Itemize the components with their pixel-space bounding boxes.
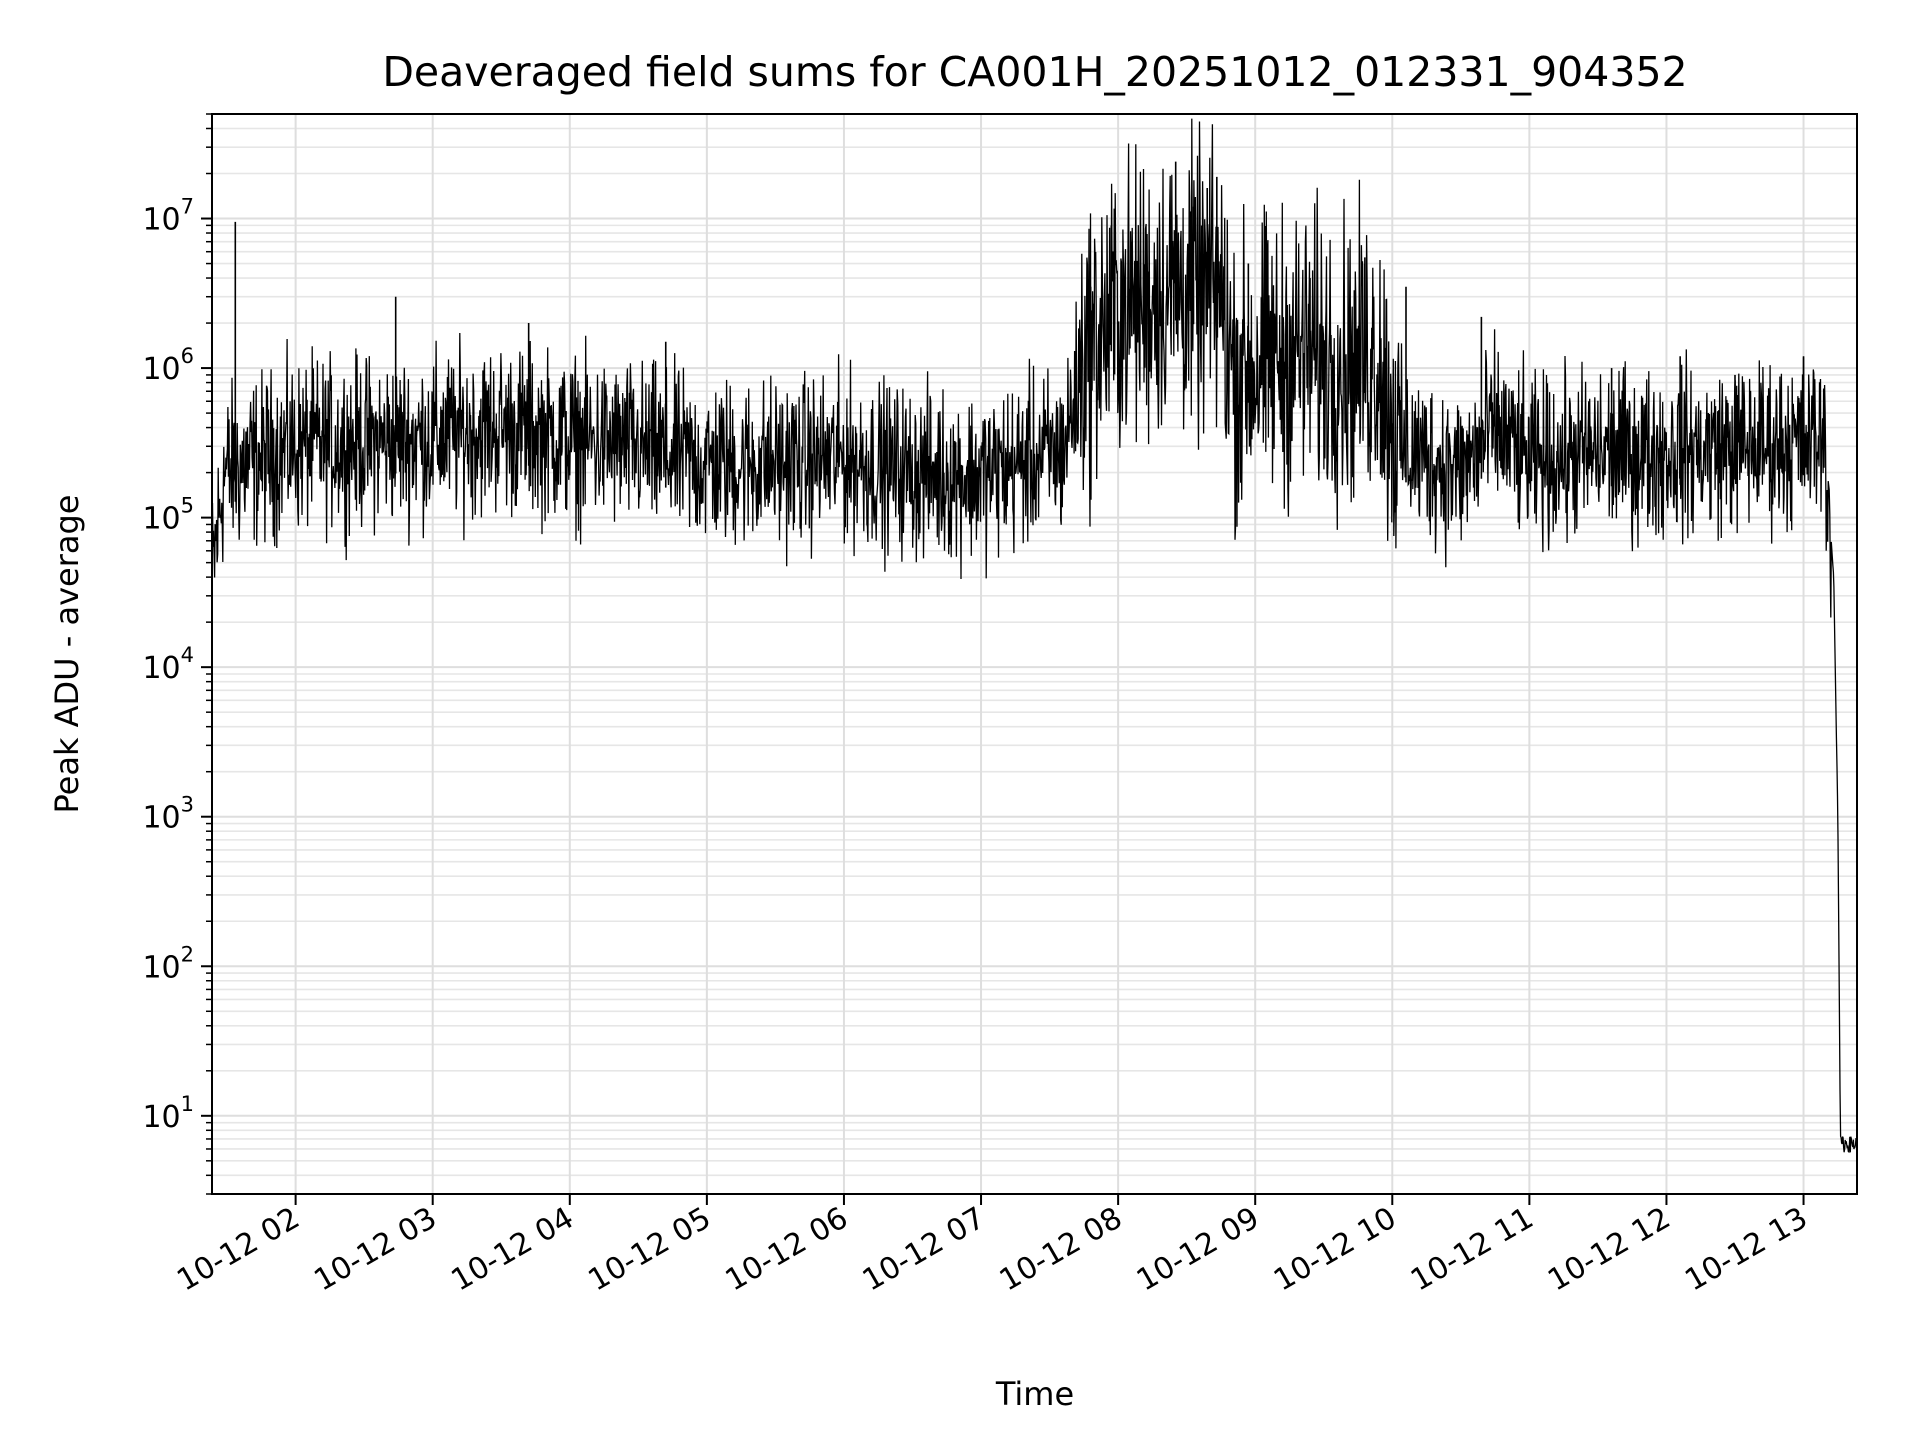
x-axis-label: Time <box>995 1375 1074 1413</box>
y-axis-label: Peak ADU - average <box>48 495 86 814</box>
y-tick-exponent: 6 <box>181 344 194 368</box>
y-tick-base: 10 <box>142 1100 180 1135</box>
y-tick-exponent: 7 <box>181 195 194 219</box>
y-tick-base: 10 <box>142 352 180 387</box>
y-tick-base: 10 <box>142 203 180 238</box>
y-tick-label: 107 <box>142 195 194 238</box>
y-tick-base: 10 <box>142 502 180 537</box>
y-tick-base: 10 <box>142 950 180 985</box>
series-line <box>212 118 1857 1154</box>
plot-background <box>212 114 1857 1194</box>
y-tick-label: 106 <box>142 344 194 387</box>
grid-layer <box>212 113 1857 1195</box>
plot-frame <box>211 113 1858 1195</box>
series-layer <box>212 118 1857 1154</box>
y-tick-exponent: 3 <box>181 793 194 817</box>
y-tick-base: 10 <box>142 651 180 686</box>
y-tick-label: 104 <box>142 643 194 686</box>
y-tick-label: 101 <box>142 1092 194 1135</box>
y-tick-base: 10 <box>142 801 180 836</box>
chart-title: Deaveraged field sums for CA001H_2025101… <box>382 48 1687 96</box>
y-tick-label: 102 <box>142 942 194 985</box>
y-tick-exponent: 4 <box>181 643 194 667</box>
y-tick-exponent: 1 <box>181 1092 194 1116</box>
y-tick-label: 105 <box>142 494 194 537</box>
y-tick-exponent: 2 <box>181 942 194 966</box>
y-tick-exponent: 5 <box>181 494 194 518</box>
y-tick-label: 103 <box>142 793 194 836</box>
